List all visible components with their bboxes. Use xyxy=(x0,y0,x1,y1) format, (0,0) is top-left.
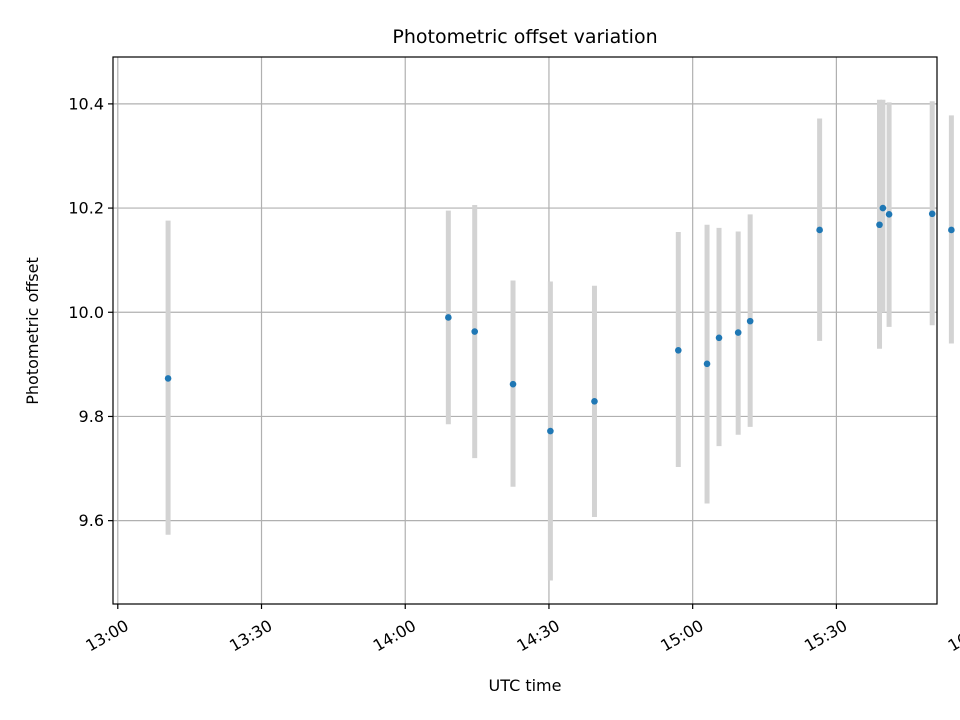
data-point xyxy=(703,360,711,368)
data-point xyxy=(879,204,887,212)
data-point xyxy=(445,314,452,321)
chart-title: Photometric offset variation xyxy=(392,26,657,48)
y-tick-label: 10.2 xyxy=(68,199,104,218)
data-point xyxy=(885,211,893,218)
data-point xyxy=(471,328,478,335)
grid xyxy=(113,57,937,604)
y-tick-label: 10.4 xyxy=(68,94,104,113)
data-point xyxy=(816,226,823,234)
data-point xyxy=(591,398,598,405)
data-point xyxy=(715,334,723,342)
plot-frame xyxy=(112,56,938,605)
y-tick-label: 10.0 xyxy=(68,303,104,322)
point-series xyxy=(164,204,955,435)
y-axis: 9.6 9.8 10.0 10.2 10.4 xyxy=(68,94,113,530)
data-point xyxy=(675,346,682,354)
y-tick-label: 9.6 xyxy=(79,511,104,530)
data-point xyxy=(509,380,517,388)
data-point xyxy=(547,427,554,435)
data-point xyxy=(746,317,754,325)
data-point xyxy=(948,226,955,234)
y-axis-title: Photometric offset xyxy=(23,257,42,405)
y-tick-label: 9.8 xyxy=(79,407,104,426)
data-point xyxy=(928,210,936,218)
data-point xyxy=(876,221,883,229)
data-point xyxy=(164,375,172,382)
x-axis-title: UTC time xyxy=(489,676,562,695)
data-point xyxy=(734,329,742,336)
